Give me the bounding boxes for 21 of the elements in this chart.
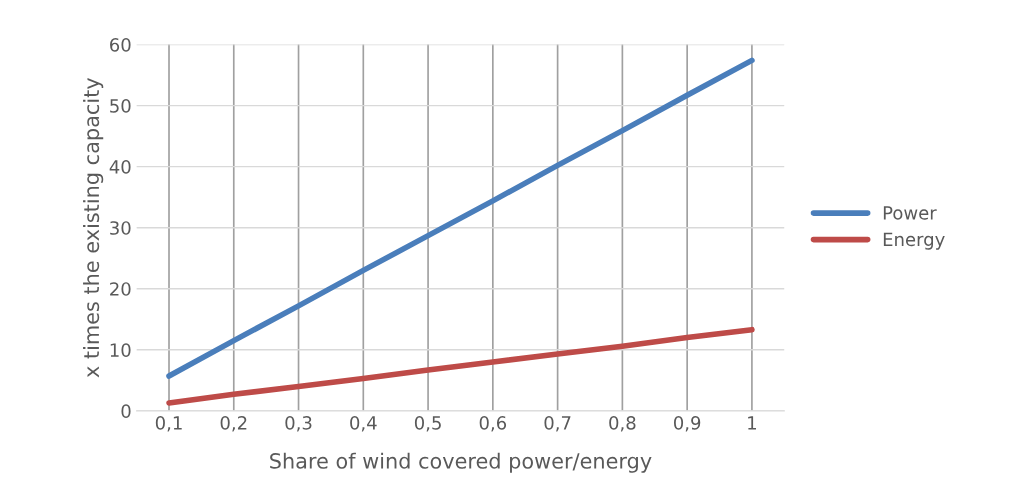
x-tick-label: 1 xyxy=(748,416,756,430)
y-tick-label: 60 xyxy=(110,38,131,52)
y-tick-label: 0 xyxy=(121,404,131,418)
x-tick-label: 0,9 xyxy=(673,416,701,432)
x-tick-label: 0,3 xyxy=(285,416,312,432)
legend-label: Power xyxy=(883,206,937,220)
x-tick-label: 0,2 xyxy=(220,416,247,432)
x-axis-title: Share of wind covered power/energy xyxy=(270,452,652,473)
x-tick-label: 0,6 xyxy=(479,416,507,432)
x-tick-label: 0,5 xyxy=(414,416,441,432)
y-axis-title: x times the existing capacity xyxy=(83,77,104,378)
x-tick-label: 0,1 xyxy=(155,416,182,432)
legend-label: Energy xyxy=(883,232,945,250)
y-tick-label: 50 xyxy=(110,99,131,113)
y-tick-label: 40 xyxy=(109,160,131,174)
y-tick-label: 20 xyxy=(110,282,131,296)
y-tick-label: 30 xyxy=(110,221,131,235)
x-tick-label: 0,4 xyxy=(350,416,377,432)
x-tick-label: 0,7 xyxy=(544,416,571,432)
x-tick-label: 0,8 xyxy=(609,416,636,432)
y-tick-label: 10 xyxy=(110,343,131,357)
